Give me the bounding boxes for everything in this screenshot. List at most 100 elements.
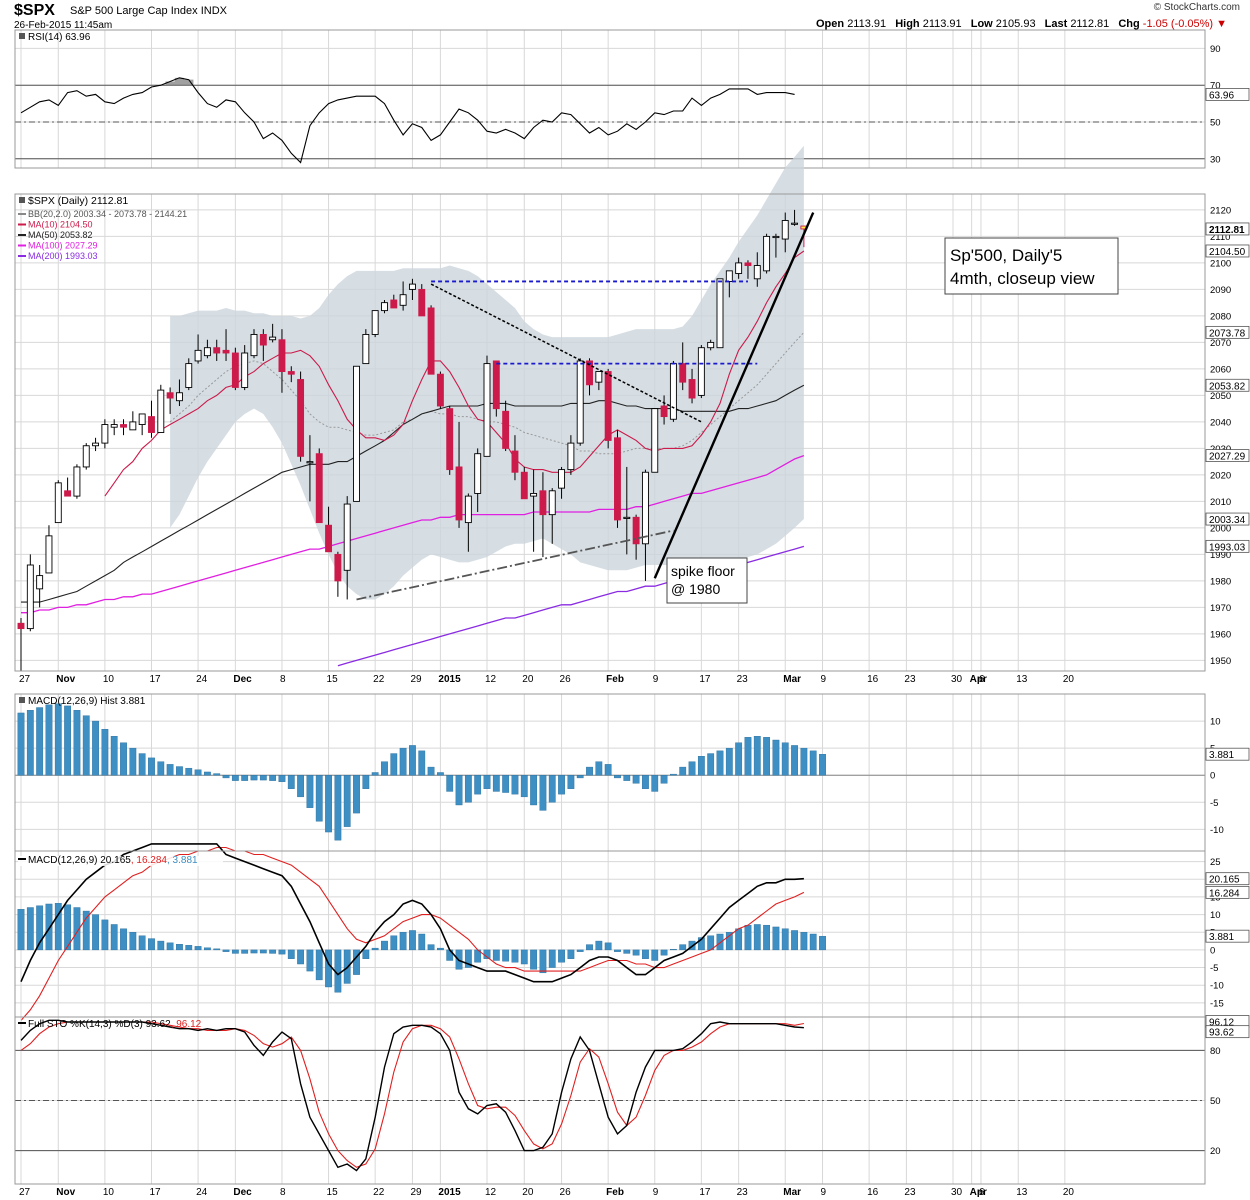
hist-bar: [120, 742, 127, 776]
support-line: [356, 529, 674, 601]
macd-hist-bar: [36, 905, 44, 951]
price-axis-tick: 1960: [1210, 629, 1231, 640]
macd-hist-bar: [176, 944, 183, 951]
x-axis-label: 17: [699, 674, 711, 685]
hist-bar: [586, 766, 593, 776]
macd-hist-bar: [381, 940, 388, 951]
hist-bar: [632, 775, 640, 784]
hist-bar: [269, 775, 277, 781]
price-axis-tick: 2020: [1210, 470, 1231, 481]
sto-k-line: [20, 1019, 804, 1172]
macd-tag: 20.165: [1209, 875, 1240, 886]
macd-hist-bar: [203, 947, 211, 951]
candle-body: [539, 490, 547, 516]
hist-bar: [520, 775, 528, 798]
candle-body: [120, 424, 127, 428]
hist-bar: [809, 750, 817, 776]
macd-hist-bar: [511, 949, 519, 963]
hist-bar: [166, 764, 174, 776]
x-axis-label: 13: [1016, 674, 1028, 685]
hist-bar: [297, 775, 304, 798]
candle-body: [157, 389, 165, 433]
x-axis-label-bottom: 29: [410, 1187, 422, 1198]
hist-bar: [306, 775, 314, 808]
x-axis-label: Dec: [233, 674, 252, 685]
macd-hist-bar: [651, 949, 659, 961]
macd-hist-bar: [427, 944, 435, 951]
macd-hist-bar: [632, 949, 640, 956]
macd-hist-bar: [64, 904, 72, 951]
macd-hist-bar: [120, 928, 127, 951]
candle-body: [54, 482, 62, 524]
candle-body: [520, 471, 528, 500]
x-axis-label-bottom: Mar: [783, 1187, 801, 1198]
macd-hist-bar: [241, 949, 249, 954]
ma10-line: [104, 250, 805, 497]
price-title: $SPX (Daily) 2112.81: [28, 195, 128, 207]
candle-body: [390, 299, 398, 309]
hist-bar: [381, 761, 388, 776]
price-axis-tick: 2010: [1210, 497, 1231, 508]
candle-body: [595, 371, 603, 383]
annotation-text: 4mth, closeup view: [950, 269, 1095, 288]
hist-bar: [651, 775, 659, 792]
macd-axis-tick: 10: [1210, 910, 1221, 921]
candle-body: [763, 235, 771, 272]
macd-hist-bar: [325, 949, 332, 988]
price-axis-tick: 2050: [1210, 391, 1231, 402]
hist-bar: [231, 775, 239, 781]
macd-hist-bar: [278, 949, 286, 955]
hist-bar: [157, 761, 165, 776]
open-value: 2113.91: [847, 18, 887, 30]
hist-bar: [492, 775, 500, 792]
macd-panel-frame: [14, 850, 1206, 1018]
x-axis-label: 20: [522, 674, 534, 685]
x-axis-label-bottom: 9: [821, 1187, 827, 1198]
legend-swatch: [19, 33, 25, 39]
x-axis-label: 16: [867, 674, 879, 685]
x-axis-label-bottom: 27: [19, 1187, 31, 1198]
hist-bar: [259, 775, 267, 781]
open-label: Open: [816, 18, 845, 30]
candle-body: [651, 408, 659, 473]
candle-body: [791, 222, 799, 225]
down-arrow-icon: ▼: [1216, 18, 1228, 30]
macd-hist-bar: [679, 944, 687, 951]
hist-bar: [362, 775, 370, 789]
price-value-tag-box: [1205, 539, 1250, 553]
hist-bar: [241, 775, 249, 781]
candle-body: [353, 365, 360, 502]
rsi-axis-tick: 50: [1210, 118, 1221, 129]
macd-hist-bar: [73, 907, 81, 951]
macd-tag-box: [1205, 872, 1250, 886]
x-axis-label-bottom: 20: [522, 1187, 534, 1198]
price-value-tag: 2073.78: [1209, 328, 1246, 339]
hist-bar: [409, 745, 416, 776]
macd-hist-bar: [809, 933, 817, 951]
macd-hist-bar: [101, 919, 109, 951]
hist-bar: [455, 775, 463, 806]
candle-body: [110, 424, 118, 428]
candle-body: [660, 405, 668, 418]
x-axis-label-bottom: Dec: [233, 1187, 252, 1198]
candle-body: [455, 466, 463, 521]
hist-bar: [138, 753, 146, 776]
hist-bar: [176, 766, 183, 776]
hist-bar: [595, 761, 603, 776]
hist-bar: [697, 756, 705, 776]
x-axis-label: Apr: [970, 674, 987, 685]
candle-body: [82, 445, 90, 468]
macd-hist-bar: [576, 949, 584, 952]
price-axis-tick: 1990: [1210, 550, 1231, 561]
macd-hist-bar: [353, 949, 360, 975]
macd-hist-bar: [390, 935, 398, 951]
hist-bar: [129, 747, 137, 776]
candle-body: [558, 469, 566, 489]
x-axis-label: 9: [821, 674, 827, 685]
price-value-tag: 2003.34: [1209, 515, 1246, 526]
hist-bar: [222, 775, 230, 779]
legend-entry: MA(10) 2104.50: [28, 220, 93, 230]
candle-body: [781, 220, 789, 240]
last-label: Last: [1044, 18, 1068, 30]
